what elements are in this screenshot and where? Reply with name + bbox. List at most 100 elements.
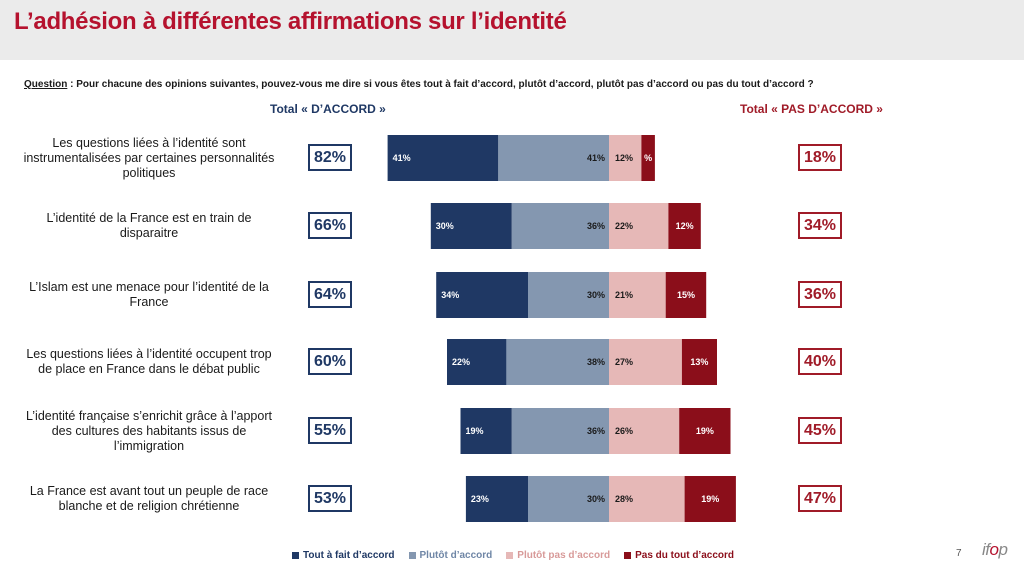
legend-item: Plutôt pas d’accord [506,550,610,561]
row-label-line: blanche et de religion chrétienne [58,499,240,513]
bar-segment [609,272,666,318]
bar-value-label: 27% [615,357,633,367]
bar-segment [665,272,707,318]
row-label-line: France [129,295,169,309]
bar-value-label: 30% [587,494,605,504]
bar-value-label: 26% [615,426,633,436]
total-agree-header: Total « D’ACCORD » [270,102,386,116]
bar-value-label: 19% [696,426,714,436]
legend-item: Pas du tout d’accord [624,550,734,561]
legend-swatch [408,552,416,559]
total-disagree-value: 40% [798,348,842,375]
bar-value-label: 23% [471,494,489,504]
legend-label: Plutôt d’accord [419,550,493,561]
row-label: L’identité française s’enrichit grâce à … [0,409,298,454]
bar-segment [684,476,736,522]
bar-value-label: 36% [587,221,605,231]
row-label-line: La France est avant tout un peuple de ra… [29,484,269,498]
bar-segment [511,203,609,249]
row-label-line: L’identité française s’enrichit grâce à … [26,408,272,423]
header-band [0,0,1024,60]
bar-segment [681,339,717,385]
page-title: L’adhésion à différentes affirmations su… [14,8,567,35]
bar-value-label: 34% [441,290,459,300]
row-label: Les questions liées à l’identité occupen… [0,347,298,377]
row-label: L’Islam est une menace pour l’identité d… [0,280,298,310]
row-label: L’identité de la France est en train de d… [0,211,298,241]
total-disagree-value: 47% [798,485,842,512]
total-agree-value: 66% [308,212,352,239]
row-label-line: Les questions liées à l’identité occupen… [26,347,272,361]
bar-segment [609,339,682,385]
legend-item: Tout à fait d’accord [292,550,395,561]
bar-value-label: 22% [452,357,470,367]
row-label-line: des cultures des habitants issus de [51,423,247,438]
total-disagree-value: 36% [798,281,842,308]
row-label-line: disparaitre [119,226,179,240]
total-agree-value: 60% [308,348,352,375]
bar-value-label: 30% [587,290,605,300]
bar-value-label: 36% [587,426,605,436]
bar-segment [430,203,512,249]
bar-value-label: 12% [676,221,694,231]
bar-value-label: 13% [690,357,708,367]
row-label-line: politiques [122,165,176,180]
bar-value-label: % [644,153,652,163]
row-label-line: instrumentalisées par certaines personna… [23,150,275,165]
row-label: Les questions liées à l’identité sont ins… [0,136,298,181]
legend-item: Plutôt d’accord [408,550,493,561]
bar-segment [528,476,609,522]
total-agree-value: 82% [308,144,352,171]
bar-value-label: 19% [466,426,484,436]
bar-segment [460,408,512,454]
legend-swatch [624,552,632,559]
bar-segment [641,135,655,181]
total-agree-value: 55% [308,417,352,444]
row-label-line: Les questions liées à l’identité sont [52,135,246,150]
legend: Tout à fait d’accord Plutôt d’accord Plutô… [292,550,734,561]
bar-value-label: 15% [677,290,695,300]
total-agree-value: 53% [308,485,352,512]
total-disagree-header: Total « PAS D’ACCORD » [740,102,883,116]
legend-label: Pas du tout d’accord [635,550,734,561]
page-number: 7 [956,548,962,559]
bar-value-label: 21% [615,290,633,300]
bar-segment [528,272,609,318]
legend-label: Plutôt pas d’accord [517,550,611,561]
bar-segment [387,135,499,181]
bar-value-label: 28% [615,494,633,504]
total-disagree-value: 45% [798,417,842,444]
bar-segment [447,339,507,385]
bar-segment [679,408,731,454]
row-label: La France est avant tout un peuple de ra… [0,484,298,514]
bar-segment [609,476,685,522]
bar-segment [609,203,669,249]
bar-segment [465,476,528,522]
total-agree-value: 64% [308,281,352,308]
row-label-line: L’Islam est une menace pour l’identité d… [29,280,269,294]
bar-segment [511,408,609,454]
row-label-line: L’identité de la France est en train de [46,211,252,225]
bar-value-label: 38% [587,357,605,367]
bar-segment [436,272,528,318]
bar-segment [506,339,609,385]
question-text: Question : Pour chacune des opinions sui… [24,79,1014,90]
question-body: : Pour chacune des opinions suivantes, p… [67,79,814,90]
row-label-line: l’immigration [113,438,185,453]
legend-swatch [506,552,514,559]
bar-value-label: 12% [615,153,633,163]
ifop-logo: ifop [982,540,1008,559]
bar-value-label: 19% [701,494,719,504]
bar-segment [498,135,609,181]
bar-segment [609,408,680,454]
row-label-line: de place en France dans le débat public [38,362,260,376]
total-disagree-value: 34% [798,212,842,239]
bar-value-label: 22% [615,221,633,231]
legend-swatch [292,552,299,559]
bar-segment [668,203,701,249]
bar-segment [609,135,642,181]
bar-value-label: 41% [393,153,411,163]
question-label: Question [24,79,68,90]
bar-value-label: 41% [587,153,605,163]
